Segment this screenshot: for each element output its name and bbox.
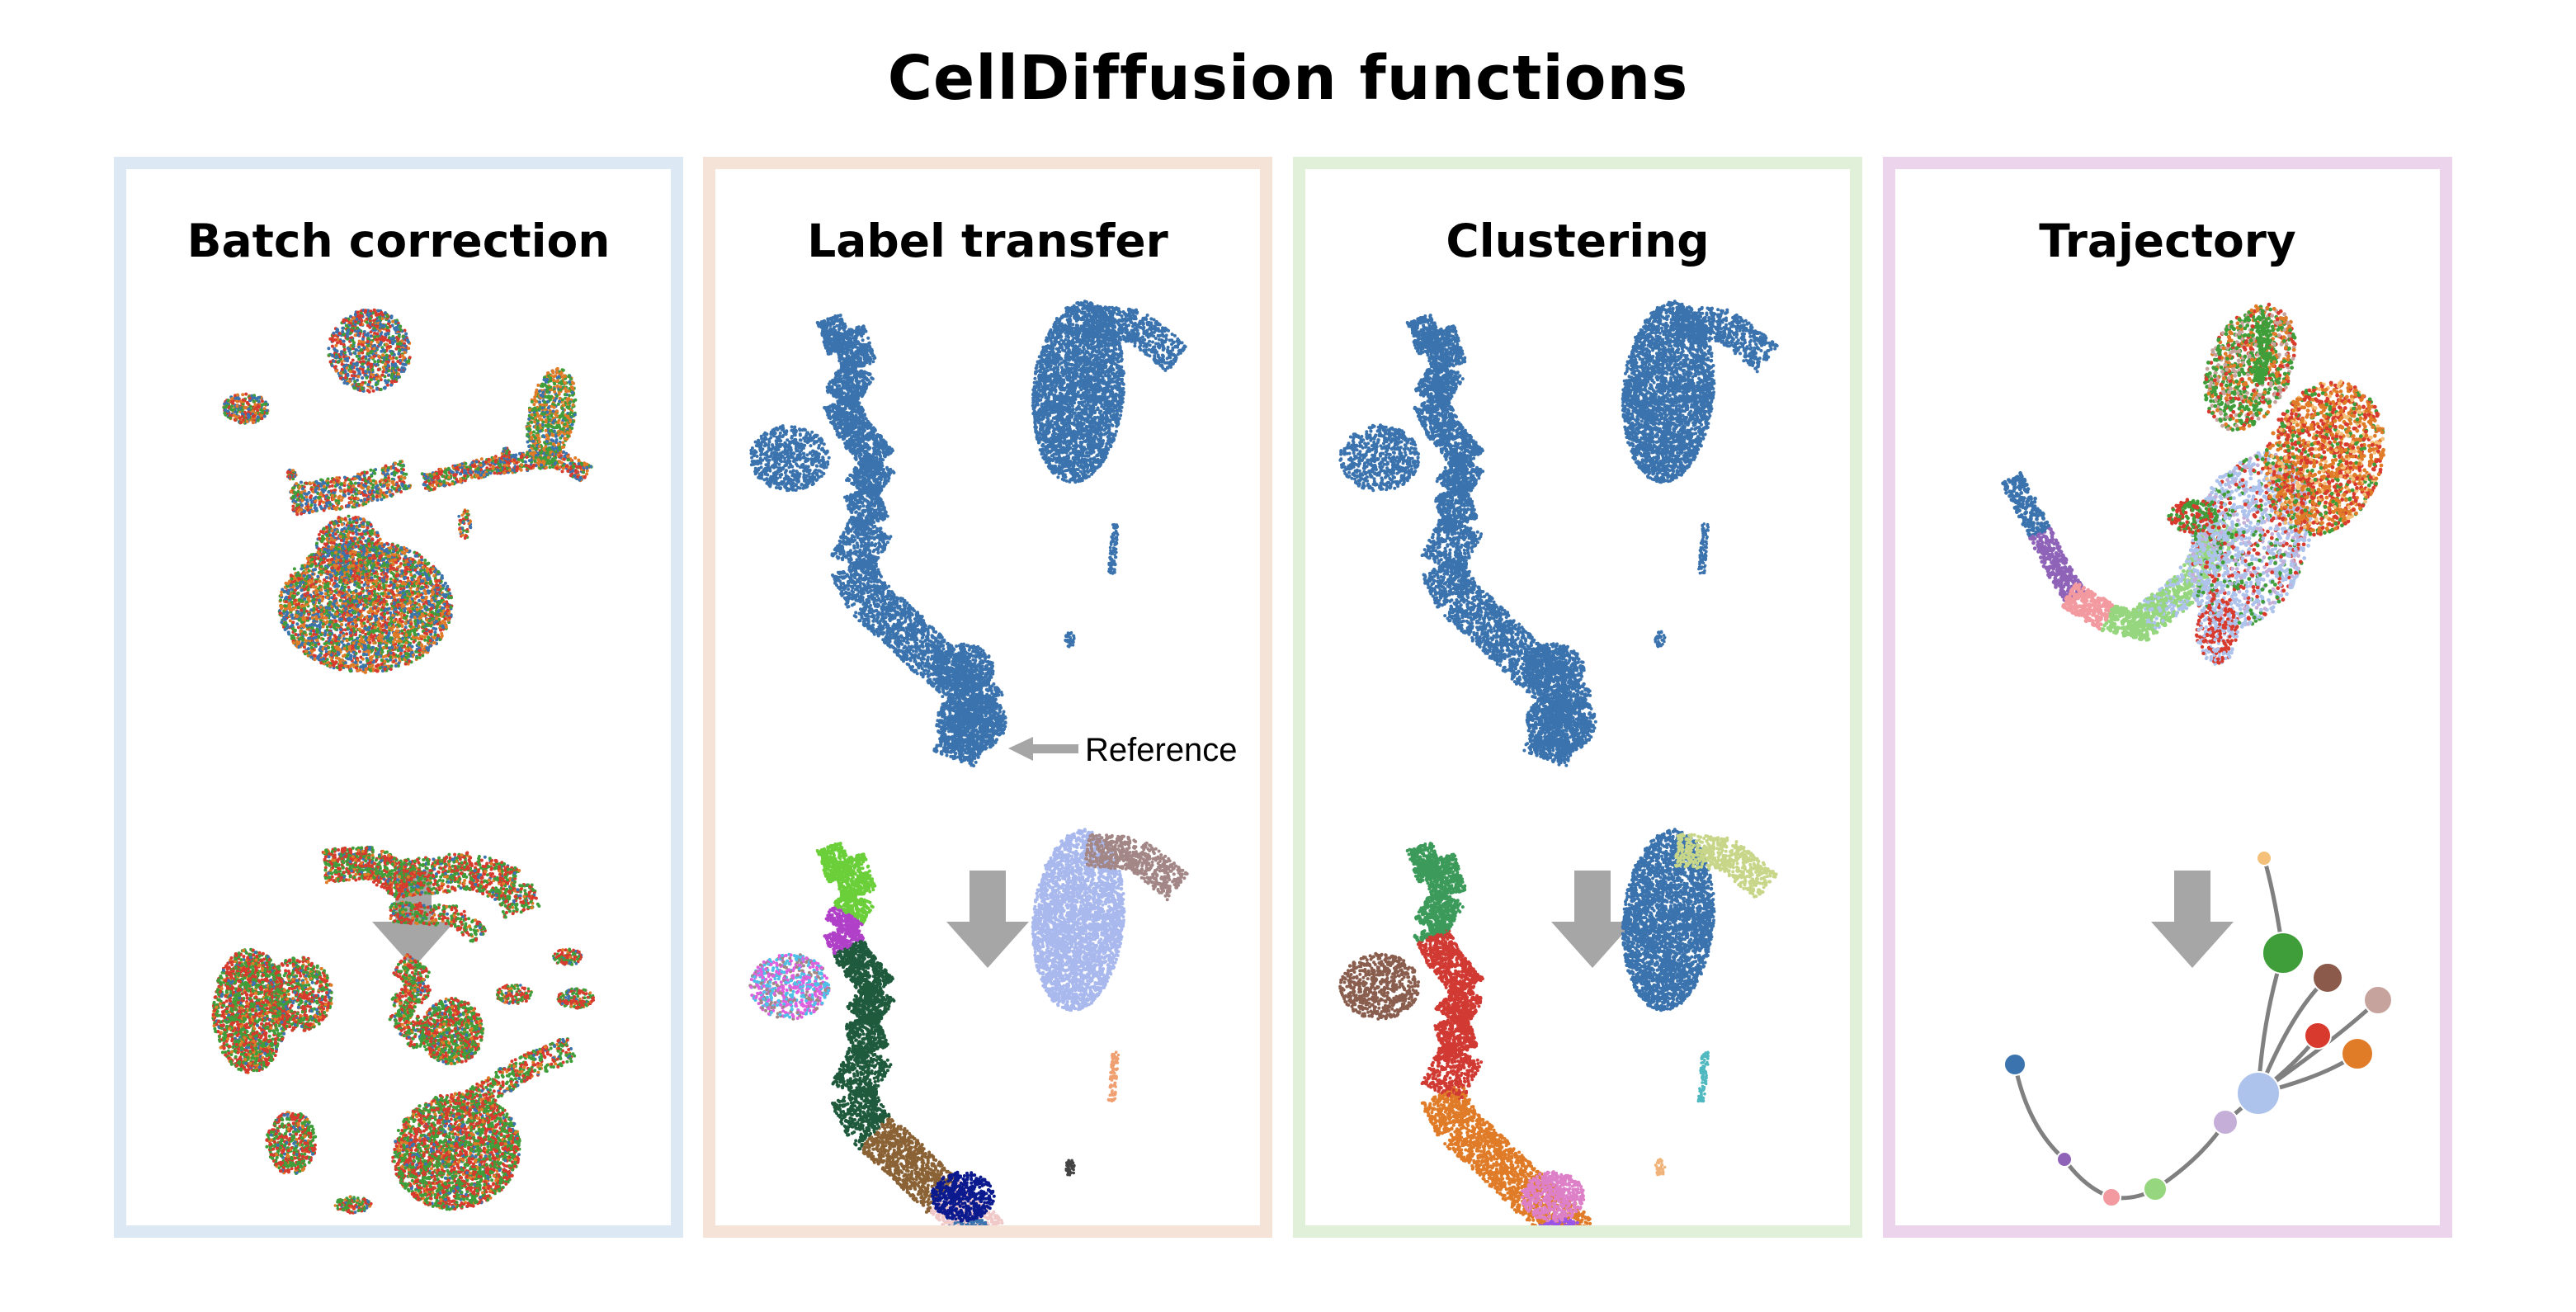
label-transfer-plots (715, 169, 1260, 1225)
node-red (2305, 1022, 2331, 1049)
node-green (2262, 932, 2304, 974)
panel-label-transfer: Label transfer Reference (703, 157, 1272, 1238)
umap-query-labeled (748, 828, 1188, 1225)
node-brown (2313, 963, 2342, 993)
panel-clustering: Clustering (1293, 157, 1862, 1238)
umap-before-correction (222, 309, 592, 674)
node-lightgreen (2144, 1177, 2167, 1201)
node-lilac (2213, 1110, 2238, 1135)
node-pink (2102, 1188, 2121, 1206)
arrow-left-icon (1008, 737, 1078, 761)
batch-correction-plots (126, 169, 671, 1225)
trajectory-edge (2155, 1122, 2225, 1189)
node-orange (2342, 1038, 2373, 1069)
umap-after-correction (211, 846, 595, 1215)
trajectory-embedding (2001, 303, 2385, 666)
node-rose (2364, 986, 2392, 1014)
arrow-down-icon (1551, 871, 1634, 968)
node-blue (2004, 1054, 2026, 1075)
umap-reference (749, 300, 1187, 767)
panel-batch-correction: Batch correction (114, 157, 683, 1238)
arrow-down-icon (946, 871, 1029, 968)
figure-title: CellDiffusion functions (0, 43, 2576, 114)
arrow-down-icon (2151, 871, 2234, 968)
panel-trajectory: Trajectory (1883, 157, 2452, 1238)
node-purple (2057, 1152, 2072, 1167)
umap-clustered (1338, 828, 1777, 1225)
clustering-plots (1305, 169, 1850, 1225)
trajectory-plots (1895, 169, 2440, 1225)
node-yellow (2257, 851, 2272, 866)
trajectory-edge (2015, 1064, 2064, 1159)
node-lightblue-hub (2237, 1072, 2280, 1115)
umap-unclustered (1338, 300, 1778, 767)
reference-label: Reference (1085, 732, 1238, 769)
